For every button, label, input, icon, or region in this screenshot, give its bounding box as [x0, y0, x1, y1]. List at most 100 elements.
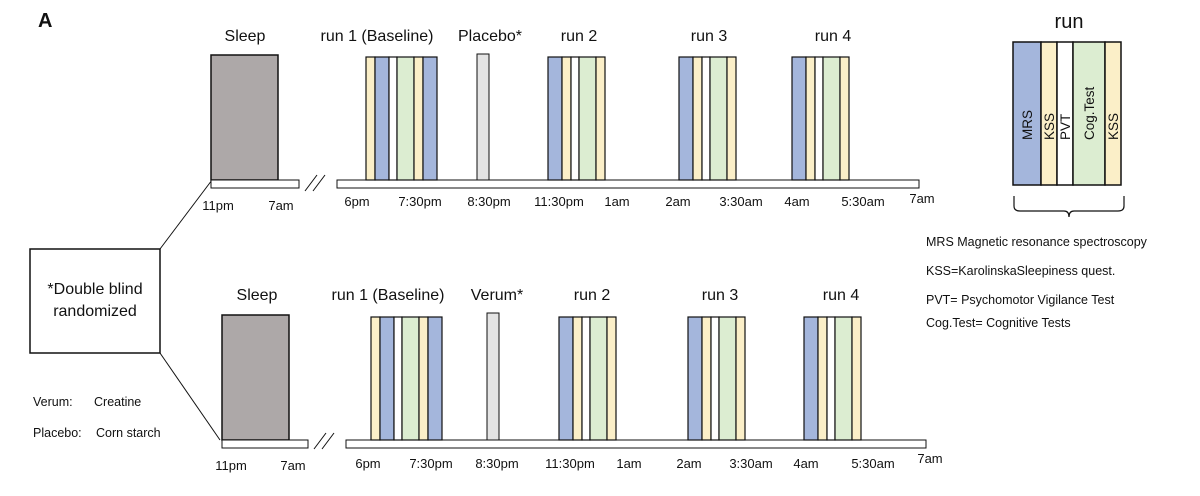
run-segment-mrs — [547, 56, 563, 181]
arm-verum: Sleep run 1 (Baseline) Verum* run 2 run … — [215, 287, 942, 473]
run-segment-kss — [726, 56, 737, 181]
supplement-label: Placebo* — [458, 28, 522, 45]
substance-value-verum: Creatine — [94, 395, 141, 409]
run-segment-cog — [589, 316, 608, 441]
sleep-timeline — [221, 439, 309, 449]
time-tick-label: 3:30am — [729, 456, 772, 471]
abbreviation-cog: Cog.Test= Cognitive Tests — [926, 316, 1071, 330]
time-tick-label: 1am — [604, 194, 629, 209]
run-block — [365, 56, 438, 181]
time-tick-label: 11:30pm — [545, 456, 595, 471]
time-tick-label: 6pm — [344, 194, 369, 209]
run-segment-cog — [578, 56, 597, 181]
night-timeline — [345, 439, 927, 449]
run-segment-pvt — [581, 316, 591, 441]
run-block — [678, 56, 737, 181]
run-segment-mrs — [558, 316, 574, 441]
axis-break-mark — [304, 174, 318, 192]
axis-break-mark — [321, 432, 335, 450]
run-label: run 1 (Baseline) — [332, 287, 445, 304]
run-segment-pvt — [388, 56, 398, 181]
run-block — [558, 316, 617, 441]
supplement-pill — [476, 53, 490, 181]
legend-segment-label: KSS — [1106, 113, 1121, 140]
run-segment-kss — [572, 316, 583, 441]
run-label: run 1 (Baseline) — [321, 28, 434, 45]
randomization-line-1: *Double blind — [47, 281, 142, 298]
time-tick-label: 7:30pm — [398, 194, 441, 209]
run-segment-mrs — [687, 316, 703, 441]
run-label: run 2 — [574, 287, 611, 304]
connector-line-bottom — [159, 352, 221, 441]
run-label: run 4 — [815, 28, 852, 45]
legend-segment-label: KSS — [1042, 113, 1057, 140]
time-tick-label: 8:30pm — [467, 194, 510, 209]
abbreviation-pvt: PVT= Psychomotor Vigilance Test — [926, 293, 1115, 307]
legend-segment-kss — [1104, 41, 1122, 186]
run-segment-pvt — [393, 316, 403, 441]
run-label: run 3 — [691, 28, 728, 45]
run-segment-kss — [370, 316, 381, 441]
legend-segment-label: Cog.Test — [1082, 86, 1097, 140]
run-segment-kss — [595, 56, 606, 181]
time-tick-label: 3:30am — [719, 194, 762, 209]
run-segment-mrs — [374, 56, 390, 181]
run-segment-mrs — [678, 56, 694, 181]
arm-placebo: Sleep run 1 (Baseline) Placebo* run 2 ru… — [202, 28, 934, 213]
time-tick-label: 6pm — [355, 456, 380, 471]
time-tick-label: 5:30am — [841, 194, 884, 209]
legend-segment-label: MRS — [1020, 110, 1035, 140]
run-segment-mrs — [427, 316, 443, 441]
randomization-line-2: randomized — [53, 303, 137, 320]
run-segment-kss — [561, 56, 572, 181]
legend-segment-pvt — [1056, 41, 1074, 186]
sleep-label: Sleep — [237, 287, 278, 304]
sleep-label: Sleep — [225, 28, 266, 45]
run-legend: run MRS KSS PVT Cog.Test KSS — [1012, 11, 1125, 218]
run-label: run 4 — [823, 287, 860, 304]
axis-break-mark — [312, 174, 326, 192]
time-tick-label: 1am — [616, 456, 641, 471]
run-block — [370, 316, 443, 441]
run-label: run 2 — [561, 28, 598, 45]
run-segment-kss — [735, 316, 746, 441]
run-legend-block: MRS KSS PVT Cog.Test KSS — [1012, 41, 1122, 186]
substance-value-placebo: Corn starch — [96, 426, 161, 440]
run-segment-mrs — [803, 316, 819, 441]
run-block — [791, 56, 850, 181]
sleep-time-label: 7am — [280, 458, 305, 473]
run-block — [687, 316, 746, 441]
run-segment-kss — [418, 316, 429, 441]
run-segment-cog — [718, 316, 737, 441]
panel-label: A — [38, 10, 52, 32]
run-segment-kss — [839, 56, 850, 181]
substance-name-verum: Verum: — [33, 395, 73, 409]
sleep-timeline — [210, 179, 300, 189]
time-tick-label: 2am — [665, 194, 690, 209]
run-segment-kss — [701, 316, 712, 441]
run-segment-cog — [834, 316, 853, 441]
time-tick-label: 11:30pm — [534, 194, 584, 209]
supplement-pill — [486, 312, 500, 441]
run-segment-cog — [709, 56, 728, 181]
legend-segment-label: PVT — [1058, 114, 1073, 140]
run-block — [803, 316, 862, 441]
randomization-box — [29, 248, 161, 354]
legend-segment-cog — [1072, 41, 1106, 186]
run-legend-title: run — [1055, 11, 1084, 33]
run-segment-cog — [396, 56, 415, 181]
supplement-label: Verum* — [471, 287, 523, 304]
axis-break-mark — [313, 432, 327, 450]
run-segment-kss — [851, 316, 862, 441]
run-segment-kss — [692, 56, 703, 181]
run-segment-pvt — [826, 316, 836, 441]
time-tick-label: 4am — [793, 456, 818, 471]
time-tick-label: 7:30pm — [409, 456, 452, 471]
run-legend-brace — [1013, 196, 1125, 218]
run-segment-kss — [413, 56, 424, 181]
run-segment-pvt — [570, 56, 580, 181]
run-segment-cog — [401, 316, 420, 441]
run-segment-cog — [822, 56, 841, 181]
sleep-time-label: 11pm — [202, 198, 234, 213]
